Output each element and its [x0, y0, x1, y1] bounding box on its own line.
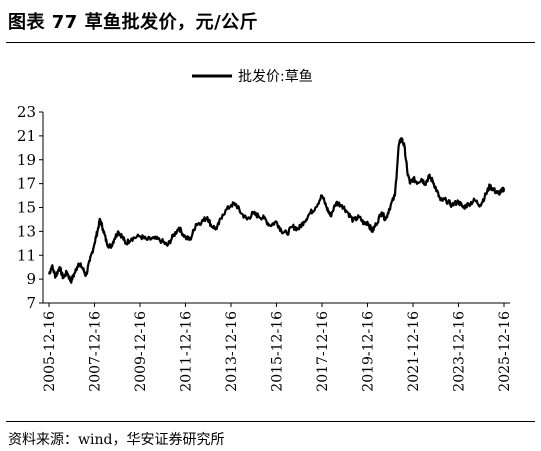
y-tick-label: 21 [17, 127, 36, 145]
page-title: 图表 77 草鱼批发价，元/公斤 [8, 12, 259, 33]
y-tick-label: 17 [17, 175, 36, 193]
y-axis-ticks: 7 9 11 13 15 17 19 21 23 [17, 103, 43, 312]
x-tick-label: 2007-12-16 [87, 311, 103, 392]
source-note: 资料来源：wind，华安证券研究所 [8, 432, 225, 448]
y-tick-label: 11 [17, 246, 36, 264]
x-tick-label: 2005-12-16 [42, 311, 58, 392]
chart-axes [42, 112, 510, 304]
x-tick-label: 2015-12-16 [269, 311, 285, 392]
x-tick-label: 2025-12-16 [497, 311, 513, 392]
x-tick-label: 2019-12-16 [360, 311, 376, 392]
x-tick-label: 2021-12-16 [406, 311, 422, 392]
y-tick-label: 7 [26, 294, 36, 312]
series-line-grass-carp [47, 137, 506, 284]
line-chart: 批发价:草鱼 7 9 11 13 15 17 19 21 23 2005-12-16 2007-1… [17, 68, 513, 392]
y-tick-label: 9 [26, 270, 36, 288]
x-tick-label: 2011-12-16 [178, 311, 194, 392]
y-tick-label: 13 [17, 222, 36, 240]
x-tick-label: 2023-12-16 [451, 311, 467, 392]
x-tick-label: 2017-12-16 [315, 311, 331, 392]
y-tick-label: 23 [17, 103, 36, 121]
x-tick-label: 2013-12-16 [224, 311, 240, 392]
x-tick-label: 2009-12-16 [133, 311, 149, 392]
chart-legend: 批发价:草鱼 [192, 68, 313, 85]
x-axis-ticks: 2005-12-16 2007-12-16 2009-12-16 2011-12-16… [42, 303, 513, 392]
y-tick-label: 15 [17, 199, 36, 217]
title-divider [6, 42, 535, 43]
legend-label: 批发价:草鱼 [238, 68, 313, 85]
y-tick-label: 19 [17, 151, 36, 169]
footer-divider [6, 421, 535, 422]
